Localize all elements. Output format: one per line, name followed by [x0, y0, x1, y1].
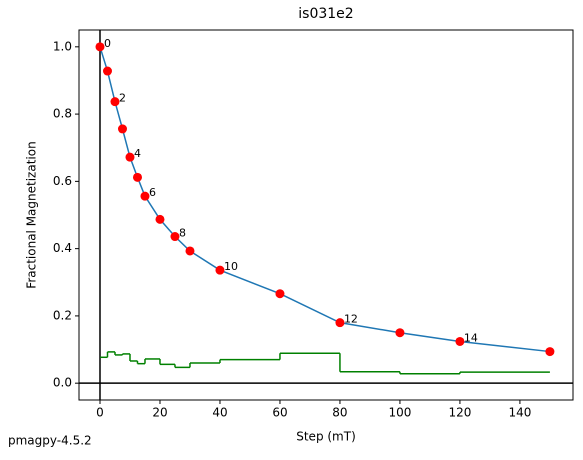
- y-tick-label: 0.2: [53, 308, 72, 322]
- x-tick-label: 80: [332, 406, 347, 420]
- point-label: 2: [119, 92, 126, 105]
- point: [140, 191, 150, 201]
- y-tick-label: 1.0: [53, 39, 72, 53]
- plot-frame: [78, 29, 574, 401]
- x-tick-label: 140: [508, 406, 531, 420]
- point: [95, 42, 105, 52]
- point: [185, 246, 195, 256]
- point-label: 12: [344, 313, 358, 326]
- point-label: 6: [149, 186, 156, 199]
- point: [545, 347, 555, 357]
- point-label: 4: [134, 147, 141, 160]
- footer: pmagpy-4.5.2: [8, 434, 92, 448]
- point-label: 14: [464, 331, 478, 344]
- point: [395, 328, 405, 338]
- chart-title: is031e2: [298, 6, 353, 22]
- x-tick-label: 40: [212, 406, 227, 420]
- x-tick-label: 20: [152, 406, 167, 420]
- point: [170, 232, 180, 242]
- point: [215, 265, 225, 275]
- point: [455, 336, 465, 346]
- y-axis-label: Fractional Magnetization: [25, 141, 39, 288]
- point: [102, 66, 112, 76]
- point: [110, 97, 120, 107]
- point-label: 0: [104, 37, 111, 50]
- line: [99, 46, 550, 353]
- point: [117, 124, 127, 134]
- y-tick-label: 0.8: [53, 107, 72, 121]
- y-tick-label: 0.4: [53, 241, 72, 255]
- x-axis-label: Step (mT): [296, 430, 356, 444]
- x-tick-label: 0: [96, 406, 104, 420]
- point: [275, 289, 285, 299]
- x-tick-label: 120: [448, 406, 471, 420]
- point-label: 10: [224, 260, 238, 273]
- point: [132, 172, 142, 182]
- x-tick-label: 100: [388, 406, 411, 420]
- y-tick-label: 0.0: [53, 376, 72, 390]
- point: [125, 152, 135, 162]
- point-label: 8: [179, 227, 186, 240]
- point: [155, 214, 165, 224]
- point: [335, 318, 345, 328]
- y-tick-label: 0.6: [53, 174, 72, 188]
- x-tick-label: 60: [272, 406, 287, 420]
